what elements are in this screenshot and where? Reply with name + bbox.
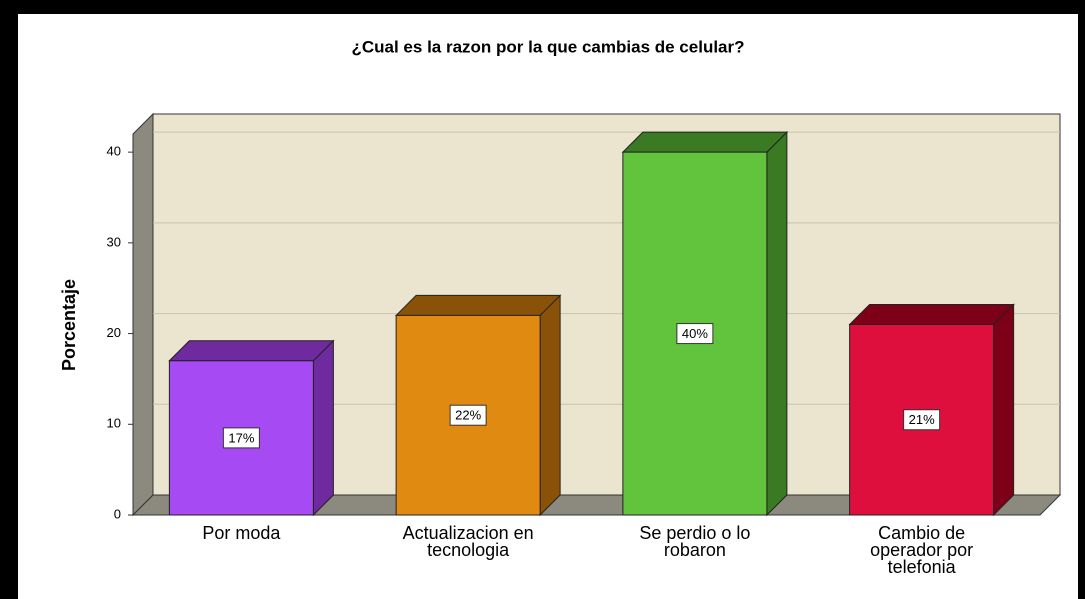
y-tick-label: 30 [107,234,121,249]
bar-side [993,303,1015,517]
value-label: 40% [682,326,708,341]
value-label-box [676,323,714,345]
bar-top [621,131,789,153]
bar-side [312,339,334,517]
bar-top [394,294,562,316]
x-tick-label: Se perdio o lo robaron [639,523,751,560]
value-label-box [903,409,941,431]
x-tick-label: Por moda [202,523,281,543]
left-wall [132,112,154,517]
value-label: 22% [455,408,481,423]
value-label-box [449,404,487,426]
y-tick-label: 10 [107,416,121,431]
y-tick-label: 20 [107,325,121,340]
x-tick-label: Cambio de operador por telefonia [870,523,974,577]
bar-top [848,304,1015,325]
value-label: 21% [909,412,935,427]
x-tick-label: Actualizacion en tecnologia [402,523,534,560]
y-tick-label: 0 [114,506,121,521]
bar-side [766,130,788,517]
y-axis-label: Porcentaje [59,279,79,371]
value-label: 17% [228,430,254,445]
value-label-box [222,427,260,449]
bar-top [168,340,335,362]
chart-title: ¿Cual es la razon por la que cambias de … [351,37,744,56]
bar-side [539,294,561,517]
y-tick-label: 40 [107,144,121,159]
